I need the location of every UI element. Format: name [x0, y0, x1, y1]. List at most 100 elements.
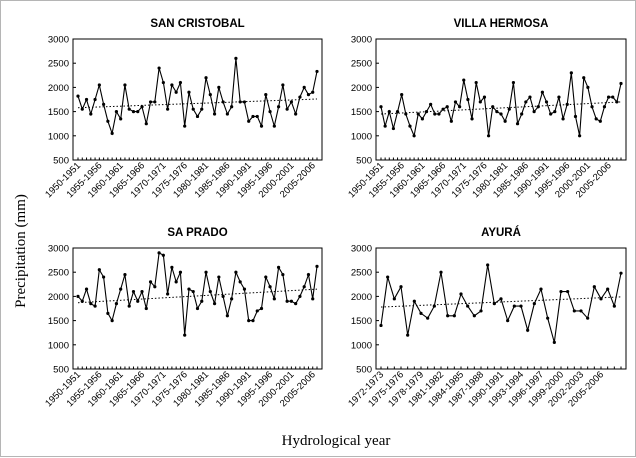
data-point	[234, 270, 238, 274]
data-point	[432, 304, 436, 308]
trend-line	[380, 101, 622, 115]
y-tick-label: 2500	[48, 59, 69, 70]
y-tick-label: 2000	[48, 292, 69, 303]
y-tick-label: 1000	[48, 340, 69, 351]
y-tick-label: 2500	[351, 59, 372, 70]
data-point	[528, 95, 532, 99]
data-point	[559, 289, 563, 294]
data-point	[123, 83, 127, 87]
trend-line	[380, 296, 622, 308]
data-point	[174, 90, 178, 94]
data-point	[566, 289, 570, 294]
data-point	[272, 297, 276, 301]
data-point	[97, 268, 101, 272]
data-point	[212, 112, 217, 116]
data-point	[153, 285, 157, 289]
data-point	[532, 302, 536, 306]
data-point	[119, 117, 123, 121]
data-point	[392, 297, 396, 301]
data-point	[466, 97, 470, 102]
data-point	[195, 114, 200, 119]
data-point	[383, 124, 387, 128]
data-point	[114, 110, 119, 114]
data-point	[506, 319, 510, 323]
data-point	[426, 316, 430, 320]
data-point	[549, 112, 553, 116]
data-point	[264, 275, 268, 279]
data-point	[76, 94, 80, 98]
data-point	[395, 110, 400, 114]
data-point	[544, 100, 549, 104]
data-point	[80, 299, 84, 303]
data-point	[140, 289, 144, 294]
y-tick-label: 500	[53, 365, 69, 376]
data-point	[315, 264, 319, 268]
data-point	[486, 263, 490, 267]
data-point	[251, 114, 255, 119]
data-point	[161, 80, 165, 85]
data-point	[445, 105, 449, 109]
chart-panel-2: VILLA HERMOSA500100015002000250030001950…	[346, 18, 627, 200]
data-point	[512, 304, 516, 308]
data-point	[259, 124, 264, 128]
plot-frame	[375, 38, 627, 161]
data-point	[225, 314, 229, 318]
data-point	[97, 83, 101, 87]
data-point	[302, 85, 306, 89]
data-point	[499, 112, 503, 116]
data-point	[127, 304, 131, 308]
data-point	[491, 105, 495, 109]
data-point	[520, 112, 524, 116]
data-point	[106, 311, 110, 315]
data-point	[114, 302, 119, 306]
data-point	[479, 309, 483, 313]
data-point	[592, 285, 596, 289]
data-point	[462, 78, 466, 82]
data-point	[437, 112, 441, 116]
data-point	[441, 107, 445, 111]
data-point	[615, 100, 619, 104]
data-point	[200, 299, 204, 303]
data-point	[572, 309, 576, 313]
data-point	[276, 265, 281, 269]
data-point	[178, 270, 183, 274]
data-point	[546, 316, 550, 320]
data-point	[89, 112, 93, 116]
data-point	[238, 280, 242, 284]
data-point	[387, 110, 391, 114]
data-point	[140, 105, 144, 109]
data-point	[84, 97, 89, 102]
data-point	[565, 102, 569, 106]
y-tick-label: 3000	[351, 35, 372, 46]
data-point	[386, 275, 390, 279]
data-point	[157, 251, 161, 255]
data-point	[400, 93, 404, 97]
panel-title: AYURÁ	[481, 226, 521, 239]
data-point	[183, 124, 187, 128]
data-point	[106, 119, 110, 123]
y-tick-label: 1000	[48, 131, 69, 142]
data-point	[212, 302, 217, 306]
data-point	[268, 285, 272, 289]
data-point	[93, 97, 97, 102]
data-point	[166, 292, 170, 296]
data-point	[499, 297, 503, 301]
data-point	[204, 76, 208, 80]
data-point	[524, 100, 528, 104]
data-point	[268, 110, 272, 114]
data-point	[598, 119, 602, 123]
data-point	[170, 83, 174, 87]
chart-panel-4: AYURÁ500100015002000250030001972-1973197…	[346, 226, 627, 409]
data-point	[264, 93, 268, 97]
y-tick-label: 2000	[351, 83, 372, 94]
data-point	[420, 117, 424, 121]
data-point	[127, 107, 131, 111]
y-tick-label: 2000	[48, 83, 69, 94]
data-point	[429, 102, 433, 106]
data-point	[458, 105, 462, 109]
data-point	[76, 294, 80, 298]
data-point	[302, 285, 306, 289]
y-tick-label: 500	[356, 156, 372, 167]
data-point	[379, 105, 383, 109]
